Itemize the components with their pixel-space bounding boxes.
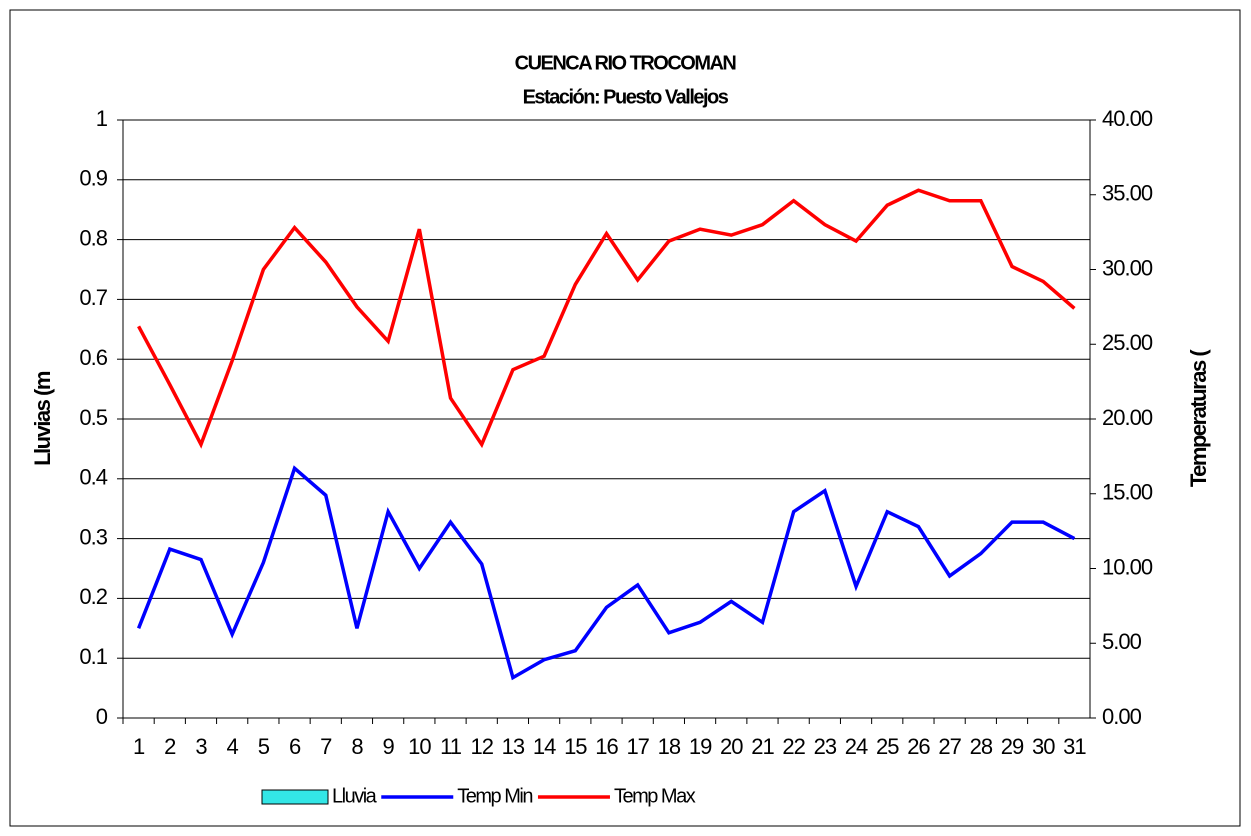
x-tick-label: 12 bbox=[470, 734, 493, 759]
legend-label: Temp Max bbox=[614, 785, 696, 807]
y-tick-label: 0.5 bbox=[79, 405, 107, 430]
x-tick-label: 24 bbox=[845, 734, 868, 759]
y-tick-label: 1 bbox=[96, 106, 108, 131]
y-tick-label: 0.7 bbox=[79, 285, 107, 310]
x-tick-label: 6 bbox=[289, 734, 301, 759]
x-tick-label: 27 bbox=[938, 734, 961, 759]
y-tick-label: 0.9 bbox=[79, 166, 107, 191]
x-tick-label: 31 bbox=[1063, 734, 1086, 759]
x-tick-label: 17 bbox=[626, 734, 649, 759]
x-tick-label: 15 bbox=[564, 734, 587, 759]
x-tick-label: 3 bbox=[195, 734, 207, 759]
y-axis-label: Lluvias (m bbox=[30, 371, 55, 466]
x-tick-label: 29 bbox=[1001, 734, 1024, 759]
legend-label: Lluvia bbox=[332, 785, 378, 807]
x-tick-label: 20 bbox=[720, 734, 743, 759]
x-tick-label: 21 bbox=[751, 734, 774, 759]
y-tick-label: 0 bbox=[96, 704, 108, 729]
y2-tick-label: 35.00 bbox=[1102, 181, 1153, 206]
y2-tick-label: 15.00 bbox=[1102, 480, 1153, 505]
x-tick-label: 9 bbox=[383, 734, 395, 759]
x-tick-label: 23 bbox=[814, 734, 837, 759]
chart-subtitle: Estación: Puesto Vallejos bbox=[523, 86, 729, 108]
y-tick-label: 0.3 bbox=[79, 524, 107, 549]
y2-tick-label: 5.00 bbox=[1102, 629, 1142, 654]
legend-swatch bbox=[261, 789, 329, 805]
x-tick-label: 13 bbox=[502, 734, 525, 759]
y2-tick-label: 20.00 bbox=[1102, 405, 1153, 430]
x-tick-label: 2 bbox=[164, 734, 176, 759]
x-tick-label: 26 bbox=[907, 734, 930, 759]
x-tick-label: 28 bbox=[970, 734, 993, 759]
x-tick-label: 10 bbox=[408, 734, 431, 759]
y-tick-label: 0.2 bbox=[79, 584, 107, 609]
x-tick-label: 22 bbox=[782, 734, 805, 759]
legend-label: Temp Min bbox=[457, 785, 532, 807]
y-tick-label: 0.1 bbox=[79, 644, 107, 669]
x-tick-label: 30 bbox=[1032, 734, 1055, 759]
x-tick-label: 1 bbox=[133, 734, 145, 759]
y-tick-label: 0.8 bbox=[79, 225, 107, 250]
x-tick-label: 18 bbox=[658, 734, 681, 759]
y2-tick-label: 10.00 bbox=[1102, 554, 1153, 579]
line bbox=[137, 188, 1076, 449]
chart-frame bbox=[9, 9, 1241, 827]
x-tick-label: 5 bbox=[258, 734, 270, 759]
line bbox=[136, 465, 1076, 681]
x-tick-label: 8 bbox=[351, 734, 363, 759]
x-tick-label: 14 bbox=[533, 734, 556, 759]
y-tick-label: 0.6 bbox=[79, 345, 107, 370]
y2-axis-label: Temperaturas ( bbox=[1186, 349, 1211, 487]
y2-tick-label: 0.00 bbox=[1102, 704, 1142, 729]
x-tick-label: 11 bbox=[440, 734, 462, 759]
y2-tick-label: 30.00 bbox=[1102, 255, 1153, 280]
chart-title: CUENCA RIO TROCOMAN bbox=[515, 52, 737, 74]
x-tick-label: 7 bbox=[320, 734, 332, 759]
x-tick-label: 16 bbox=[595, 734, 618, 759]
y2-tick-label: 25.00 bbox=[1102, 330, 1153, 355]
x-tick-label: 19 bbox=[689, 734, 712, 759]
y2-tick-label: 40.00 bbox=[1102, 106, 1153, 131]
y-tick-label: 0.4 bbox=[79, 465, 107, 490]
x-tick-label: 25 bbox=[876, 734, 899, 759]
x-tick-label: 4 bbox=[227, 734, 239, 759]
